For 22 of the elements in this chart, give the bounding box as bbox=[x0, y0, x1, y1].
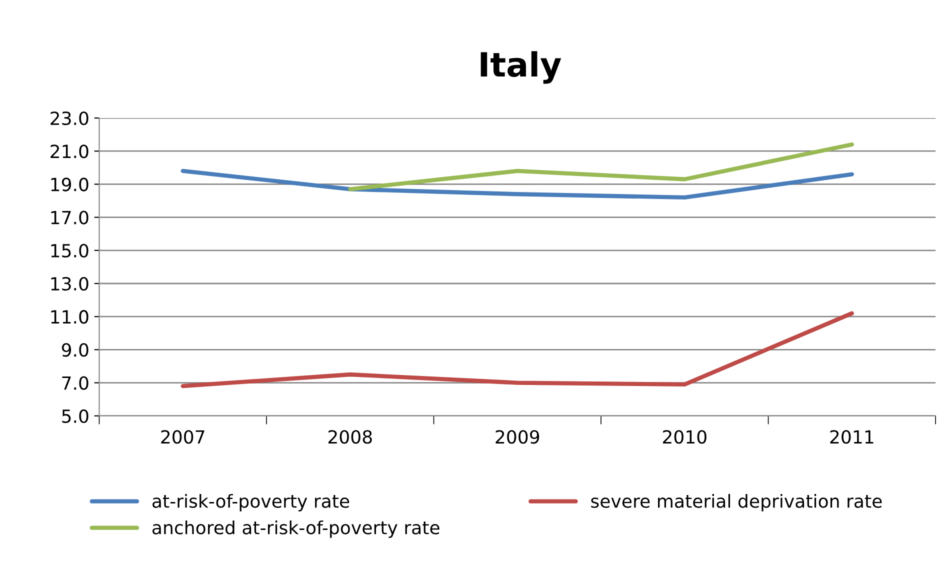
y-tick-label: 13.0 bbox=[51, 276, 88, 291]
y-tick-label: 5.0 bbox=[62, 409, 88, 423]
x-tick-label: 2007 bbox=[161, 430, 204, 444]
legend-label: severe material deprivation rate bbox=[591, 494, 882, 512]
y-tick-label: 17.0 bbox=[51, 210, 88, 224]
y-tick-label: 15.0 bbox=[51, 244, 88, 258]
y-tick-label: 9.0 bbox=[62, 343, 88, 357]
y-tick-label: 21.0 bbox=[50, 144, 88, 158]
x-tick-label: 2010 bbox=[663, 430, 706, 444]
y-tick-label: 7.0 bbox=[62, 376, 88, 390]
line-series bbox=[180, 311, 854, 388]
x-tick-label: 2011 bbox=[830, 430, 874, 444]
y-tick-label: 11.0 bbox=[51, 310, 88, 324]
y-tick-label: 23.0 bbox=[50, 111, 88, 126]
legend-label: anchored at-risk-of-poverty rate bbox=[152, 520, 440, 538]
legend-label: at-risk-of-poverty rate bbox=[152, 494, 350, 512]
line-series bbox=[180, 168, 854, 200]
x-tick-label: 2009 bbox=[496, 430, 540, 444]
y-tick-label: 19.0 bbox=[51, 178, 88, 192]
line-series bbox=[348, 142, 854, 192]
x-tick-label: 2008 bbox=[328, 430, 372, 444]
chart-title: Italy bbox=[480, 51, 562, 84]
